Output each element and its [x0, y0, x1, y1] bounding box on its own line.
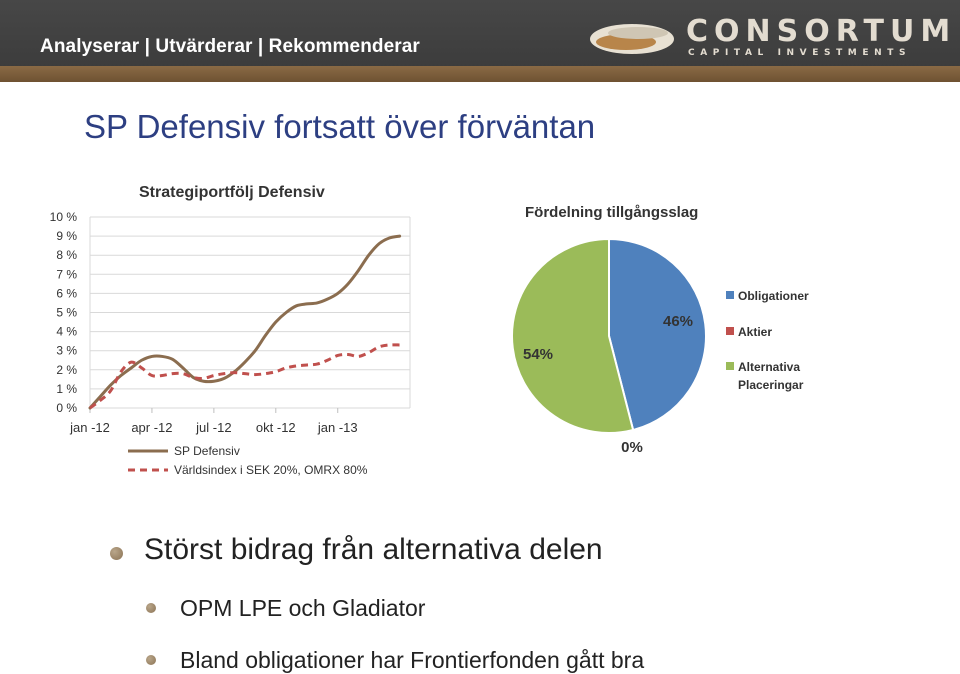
y-tick-label: 1 % — [56, 382, 77, 396]
pie-data-label: 0% — [621, 439, 643, 456]
y-tick-label: 10 % — [50, 210, 78, 224]
legend-label: Placeringar — [738, 378, 804, 392]
y-tick-label: 6 % — [56, 286, 77, 300]
y-tick-label: 0 % — [56, 401, 77, 415]
logo-mark-icon — [590, 24, 674, 54]
logo-subtitle: CAPITAL INVESTMENTS — [688, 48, 912, 58]
line-chart-title: Strategiportfölj Defensiv — [139, 184, 325, 201]
y-tick-label: 5 % — [56, 306, 77, 320]
series-line-1 — [88, 234, 402, 410]
y-tick-label: 2 % — [56, 363, 77, 377]
pie-chart-title: Fördelning tillgångsslag — [525, 204, 699, 221]
legend-swatch — [726, 362, 734, 370]
bullet-text: OPM LPE och Gladiator — [180, 595, 426, 621]
pie-chart: 46% 0% 54% Obligationer Aktier Alternativa Pla… — [511, 237, 809, 456]
pie-data-label: 46% — [663, 313, 693, 330]
legend-label: Obligationer — [738, 289, 809, 303]
pie-slice-3 — [511, 237, 635, 434]
y-tick-label: 7 % — [56, 267, 77, 281]
y-tick-label: 3 % — [56, 344, 77, 358]
series-line-2 — [89, 343, 400, 410]
bullet-icon — [146, 655, 156, 665]
bullet-text: Störst bidrag från alternativa delen — [144, 533, 603, 566]
header-band: Analyserar | Utvärderar | Rekommenderar … — [0, 0, 960, 82]
header-tagline: Analyserar | Utvärderar | Rekommenderar — [40, 36, 420, 57]
pie-slice-1 — [608, 237, 708, 432]
legend-swatch — [726, 291, 734, 299]
y-tick-label: 4 % — [56, 325, 77, 339]
y-tick-label: 9 % — [56, 229, 77, 243]
x-tick-label: jul -12 — [195, 420, 231, 435]
x-tick-label: jan -12 — [69, 420, 110, 435]
consortum-logo: CONSORTUM CAPITAL INVESTMENTS — [588, 14, 950, 62]
legend-label: Världsindex i SEK 20%, OMRX 80% — [174, 463, 368, 477]
x-tick-label: okt -12 — [256, 420, 296, 435]
legend-swatch — [726, 327, 734, 335]
slide-title: SP Defensiv fortsatt över förväntan — [84, 108, 596, 145]
legend-label: SP Defensiv — [174, 444, 240, 458]
bullet-icon — [110, 547, 123, 560]
y-tick-label: 8 % — [56, 248, 77, 262]
x-tick-label: jan -13 — [317, 420, 358, 435]
line-chart: 0 % 1 % 2 % 3 % 4 % 5 % 6 % 7 % 8 % 9 % 10 % jan -1… — [50, 210, 411, 477]
logo-wordmark: CONSORTUM — [686, 14, 957, 49]
x-tick-label: apr -12 — [131, 420, 172, 435]
bullet-text: Bland obligationer har Frontierfonden gå… — [180, 647, 645, 673]
legend-label: Aktier — [738, 325, 772, 339]
bullet-icon — [146, 603, 156, 613]
pie-data-label: 54% — [523, 346, 553, 363]
header-accent-bar — [0, 66, 960, 82]
legend-label: Alternativa — [738, 360, 800, 374]
